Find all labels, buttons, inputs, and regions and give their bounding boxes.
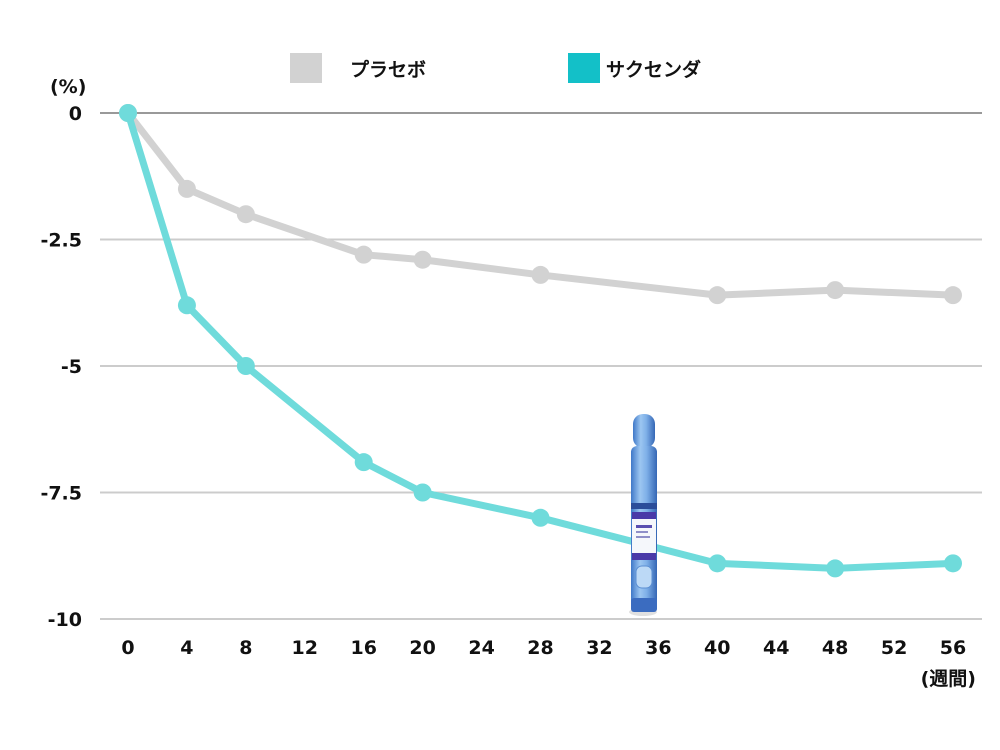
data-point (236, 357, 255, 375)
data-point (413, 250, 432, 269)
y-tick-label: -2.5 (40, 230, 82, 252)
x-axis-unit-label: (週間) (921, 668, 976, 690)
data-point (531, 265, 550, 284)
data-point (177, 296, 196, 315)
data-point (119, 104, 137, 122)
x-tick-label: 40 (704, 637, 730, 659)
y-tick-label: -7.5 (40, 483, 82, 505)
x-tick-label: 0 (121, 637, 134, 659)
injection-pen-icon (629, 414, 657, 616)
data-point (708, 286, 727, 305)
legend-swatch-saxenda (568, 53, 600, 83)
x-tick-label: 28 (527, 637, 553, 659)
series-layer (119, 104, 962, 578)
y-tick-label: -5 (61, 356, 82, 378)
data-point (708, 554, 727, 573)
data-point (826, 281, 845, 300)
x-tick-label: 12 (292, 637, 318, 659)
y-tick-label: -10 (48, 609, 82, 631)
x-tick-label: 32 (586, 637, 612, 659)
x-tick-label: 8 (239, 637, 252, 659)
legend: プラセボ サクセンダ (290, 53, 701, 83)
data-point (177, 179, 196, 198)
data-point (236, 205, 255, 224)
x-tick-label: 44 (763, 637, 789, 659)
x-tick-label: 52 (881, 637, 907, 659)
legend-label-saxenda: サクセンダ (606, 58, 701, 81)
x-tick-label: 48 (822, 637, 848, 659)
legend-swatch-placebo (290, 53, 322, 83)
x-tick-label: 24 (468, 637, 494, 659)
data-point (826, 559, 845, 578)
data-point (354, 245, 373, 264)
data-point (944, 286, 962, 305)
legend-label-placebo: プラセボ (350, 58, 426, 81)
x-tick-label: 4 (180, 637, 193, 659)
data-point (531, 508, 550, 527)
x-tick-label: 16 (350, 637, 376, 659)
x-tick-label: 20 (409, 637, 435, 659)
y-axis-unit-label: (%) (50, 76, 86, 98)
series-0 (119, 104, 962, 305)
series-1 (119, 104, 962, 578)
y-tick-label: 0 (69, 103, 82, 125)
data-point (354, 453, 373, 472)
data-point (413, 483, 432, 502)
series-line (124, 109, 957, 572)
data-point (944, 554, 962, 573)
x-tick-label: 56 (940, 637, 966, 659)
x-tick-label: 36 (645, 637, 671, 659)
